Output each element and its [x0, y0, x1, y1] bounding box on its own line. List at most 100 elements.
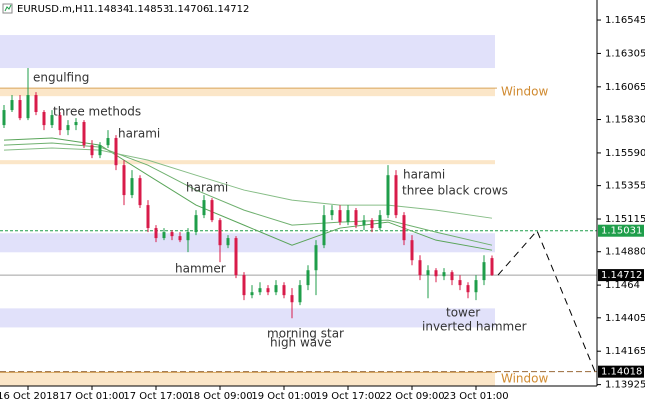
x-tick-label: 23 Oct 01:00: [443, 391, 508, 402]
y-tick-label: 1.15830: [605, 115, 645, 126]
candle-body: [18, 100, 22, 119]
price-level-label: 1.14018: [601, 367, 642, 378]
candle-body: [66, 125, 70, 131]
candle-body: [466, 285, 470, 293]
price-level-label: 1.15031: [601, 226, 642, 237]
candle-body: [114, 138, 118, 166]
price-level-label: 1.14712: [601, 270, 642, 281]
pattern-label: tower: [446, 306, 480, 320]
candle-body: [450, 272, 454, 281]
candle-body: [258, 288, 262, 293]
symbol-icon-graph: [4, 4, 12, 12]
candle-body: [42, 112, 46, 126]
candles: [2, 68, 494, 319]
candle-body: [282, 285, 286, 296]
candle-body: [162, 232, 166, 239]
zone: [0, 233, 495, 253]
x-tick-label: 22 Oct 09:00: [379, 391, 444, 402]
y-tick-label: 1.1464: [605, 280, 640, 291]
candle-body: [274, 285, 278, 293]
projection: [497, 229, 596, 372]
zone-label: Window: [501, 371, 549, 385]
x-tick-label: 17 Oct 01:00: [59, 391, 124, 402]
header-ohlc: 1.14834: [88, 4, 129, 15]
candle-body: [218, 220, 222, 246]
y-tick-label: 1.16065: [605, 82, 645, 93]
y-tick-label: 1.14880: [605, 247, 645, 258]
candle-body: [442, 272, 446, 277]
y-tick-label: 1.14405: [605, 313, 645, 324]
x-tick-label: 19 Oct 17:00: [315, 391, 380, 402]
candle-body: [98, 145, 102, 156]
pattern-label: engulfing: [33, 71, 89, 85]
header-ohlc: 1.14706: [168, 4, 209, 15]
candle-body: [386, 175, 390, 216]
candle-body: [226, 238, 230, 246]
x-tick-label: 16 Oct 2018: [0, 391, 59, 402]
candle-body: [322, 215, 326, 246]
price-level-box: [598, 269, 644, 282]
price-level-box: [598, 224, 644, 237]
zone-label: Window: [501, 85, 549, 99]
labels: EURUSD.m,H1 1.148341.148531.147061.14712W…: [0, 4, 645, 402]
candle-body: [90, 145, 94, 156]
pattern-label: morning star: [267, 327, 344, 341]
candle-body: [346, 210, 350, 223]
pattern-label: high wave: [270, 336, 332, 350]
candle-body: [458, 280, 462, 286]
y-tick-label: 1.16545: [605, 15, 645, 26]
header-ohlc: 1.14853: [128, 4, 169, 15]
candle-body: [378, 215, 382, 229]
x-tick-label: 19 Oct 01:00: [251, 391, 316, 402]
candle-body: [250, 292, 254, 296]
candle-body: [266, 288, 270, 293]
y-tick-label: 1.14165: [605, 346, 645, 357]
candle-body: [202, 200, 206, 216]
candle-body: [186, 232, 190, 241]
zone: [0, 88, 495, 97]
candle-body: [34, 95, 38, 113]
pattern-label: inverted hammer: [422, 320, 527, 334]
candle-body: [426, 270, 430, 276]
pattern-label: harami: [403, 168, 445, 182]
candle-body: [354, 210, 358, 226]
candle-body: [106, 138, 110, 146]
candle-body: [58, 115, 62, 131]
candle-body: [74, 122, 78, 126]
candle-body: [146, 205, 150, 229]
symbol-icon: [2, 3, 13, 14]
candle-body: [434, 270, 438, 277]
zone: [0, 160, 495, 165]
y-tick-label: 1.16305: [605, 48, 645, 59]
candle-body: [170, 232, 174, 237]
candle-body: [418, 260, 422, 276]
x-tick-label: 17 Oct 17:00: [123, 391, 188, 402]
candle-body: [314, 245, 318, 271]
header-ohlc: 1.14712: [208, 4, 249, 15]
candle-body: [338, 210, 342, 223]
candle-body: [490, 258, 494, 276]
x-tick-label: 18 Oct 09:00: [187, 391, 252, 402]
pattern-label: harami: [118, 127, 160, 141]
pattern-label: three black crows: [402, 184, 508, 198]
candle-body: [306, 270, 310, 286]
candle-body: [138, 178, 142, 206]
y-tick-label: 1.13925: [605, 380, 645, 391]
y-tick-label: 1.15590: [605, 148, 645, 159]
header-symbol: EURUSD.m,H1: [17, 4, 89, 15]
pattern-label: three methods: [53, 105, 141, 119]
candle-body: [290, 295, 294, 303]
candle-body: [178, 236, 182, 241]
candle-body: [154, 228, 158, 239]
candle-body: [370, 220, 374, 229]
candle-body: [194, 215, 198, 233]
candle-body: [474, 280, 478, 293]
moving-average: [3, 147, 493, 219]
candle-body: [330, 210, 334, 216]
candle-body: [482, 262, 486, 281]
candle-body: [82, 122, 86, 146]
candle-body: [50, 115, 54, 126]
candle-body: [234, 238, 238, 276]
candle-body: [402, 215, 406, 241]
zone: [0, 35, 495, 69]
